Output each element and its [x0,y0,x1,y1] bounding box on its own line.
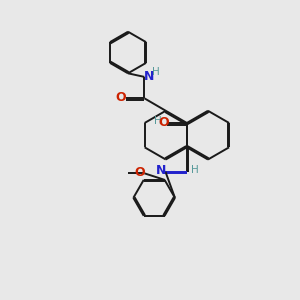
Text: H: H [154,116,162,126]
Text: O: O [134,166,145,178]
Text: H: H [152,67,160,77]
Text: O: O [115,91,126,104]
Text: N: N [144,70,154,83]
Text: H: H [191,165,199,175]
Text: N: N [155,164,166,177]
Text: O: O [158,116,169,129]
